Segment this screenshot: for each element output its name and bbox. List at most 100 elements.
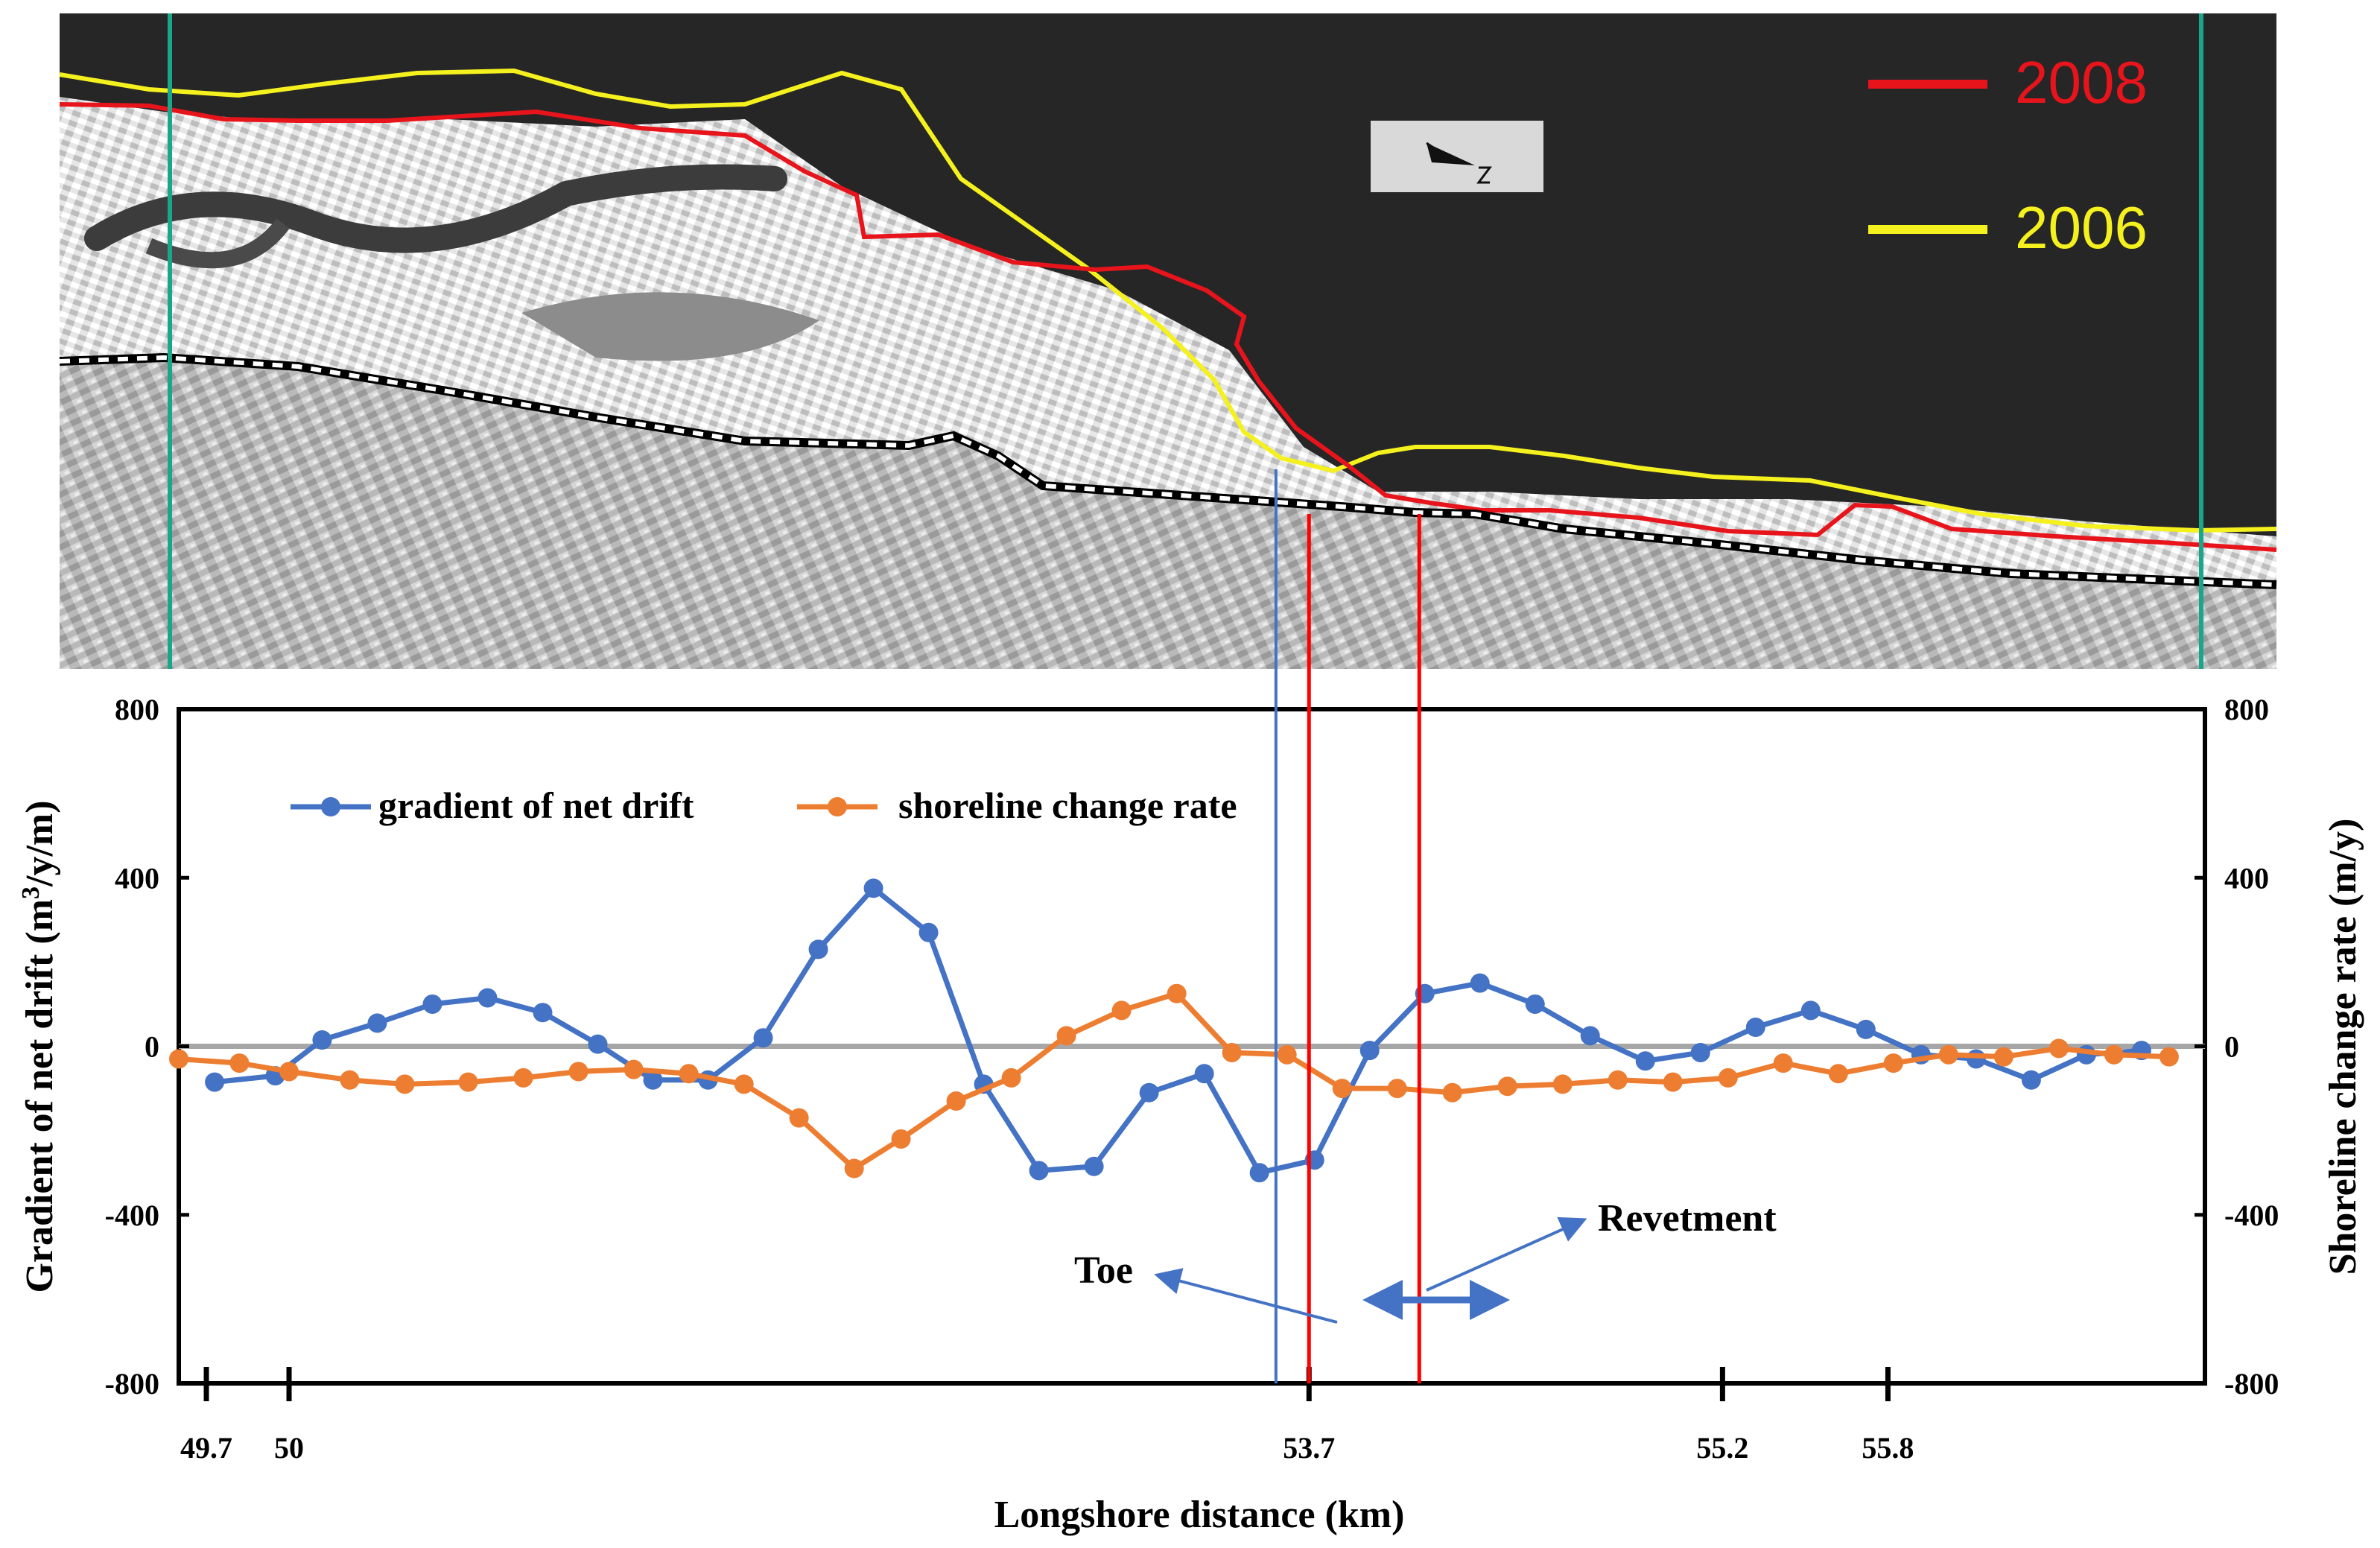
shoreline-point (395, 1074, 415, 1094)
drift-point (753, 1028, 773, 1048)
y-right-tick-label: 800 (2224, 693, 2269, 726)
inland-patch (521, 292, 819, 361)
legend-2006-label: 2006 (2015, 194, 2148, 261)
shoreline-point (946, 1091, 966, 1111)
shoreline-point (1222, 1042, 1242, 1062)
y-axis-left-label: Gradient of net drift (m3/y/m) (17, 800, 61, 1292)
y-axis-left: 800 400 0 -400 -800 (105, 693, 189, 1401)
annotations: Toe Revetment (1074, 1197, 1777, 1324)
satellite-map: 2008 2006 (59, 13, 2277, 669)
drift-point (1580, 1026, 1600, 1046)
x-tick-label: 55.8 (1862, 1431, 1914, 1465)
drift-point (1084, 1156, 1104, 1176)
shoreline-point (789, 1108, 809, 1128)
drift-point (1745, 1018, 1765, 1038)
north-arrow-icon (1371, 121, 1543, 192)
y-right-tick-label: 400 (2224, 861, 2269, 895)
y-left-tick-label: 400 (115, 861, 159, 895)
chart-panel: 800 400 0 -400 -800 800 400 0 -400 -800 49.7 50 53… (17, 693, 2364, 1536)
drift-point (2021, 1070, 2041, 1090)
shoreline-point (1993, 1047, 2014, 1067)
shoreline-point (1938, 1044, 1958, 1065)
y-right-tick-label: -800 (2224, 1367, 2279, 1401)
legend-shore-marker (828, 797, 847, 816)
x-tick-label: 50 (274, 1431, 304, 1465)
shoreline-point (1828, 1064, 1848, 1084)
shoreline-point (1552, 1074, 1573, 1094)
shoreline-point (1497, 1076, 1517, 1097)
map-legend: 2008 2006 (1868, 49, 2148, 261)
shoreline-point (1167, 983, 1187, 1003)
drift-point (1470, 973, 1490, 993)
drift-point (533, 1003, 553, 1023)
vertical-markers (1274, 469, 1421, 1383)
drift-point (1249, 1163, 1269, 1183)
shoreline-point (2049, 1038, 2069, 1059)
drift-point (918, 922, 939, 942)
shoreline-point (734, 1074, 754, 1094)
shoreline-point (279, 1062, 299, 1082)
shoreline-point (2159, 1047, 2179, 1067)
drift-point (1690, 1042, 1710, 1062)
shoreline-point (1001, 1068, 1021, 1088)
drift-point (808, 939, 828, 959)
toe-label: Toe (1074, 1249, 1133, 1292)
shoreline-point (340, 1070, 360, 1090)
drift-point (1966, 1049, 1986, 1069)
drift-point (588, 1034, 608, 1054)
shoreline-point (1608, 1070, 1628, 1090)
baseline-inner (59, 355, 2277, 587)
drift-point (205, 1072, 225, 1092)
chart-legend: gradient of net drift shoreline change r… (291, 784, 1237, 826)
shoreline-2008 (59, 102, 2277, 552)
shoreline-point (568, 1062, 588, 1082)
shoreline-2006 (59, 68, 2277, 533)
shoreline-point (623, 1059, 644, 1079)
shoreline-point (458, 1072, 478, 1092)
shoreline-point (1277, 1044, 1297, 1065)
shoreline-point (1111, 1000, 1132, 1021)
y-left-tick-label: 0 (145, 1030, 159, 1064)
land-area (60, 356, 2276, 669)
shoreline-point (1663, 1072, 1683, 1092)
shoreline-point (229, 1053, 250, 1073)
drift-point (1800, 1000, 1821, 1021)
drift-point (422, 994, 442, 1014)
inland-channel (84, 164, 787, 253)
y-left-tick-label: -800 (105, 1367, 159, 1401)
legend-2008-label: 2008 (2015, 49, 2148, 115)
drift-point (1635, 1051, 1655, 1071)
shoreline-point (2104, 1044, 2124, 1065)
drift-point (312, 1030, 332, 1050)
beach-area (60, 97, 2276, 585)
drift-point (1359, 1041, 1380, 1061)
shoreline-point (1332, 1079, 1352, 1099)
shoreline-point (891, 1129, 911, 1149)
shoreline-point (513, 1068, 533, 1088)
drift-point (477, 988, 498, 1008)
drift-point (1029, 1161, 1049, 1181)
y-axis-left-label-tail: /y/m) (19, 800, 61, 887)
toe-arrow (1154, 1268, 1338, 1324)
y-axis-right: 800 400 0 -400 -800 (2195, 693, 2279, 1401)
y-right-tick-label: -400 (2224, 1199, 2279, 1232)
y-axis-left-label-main: Gradient of net drift (m (19, 899, 61, 1293)
revetment-arrow (1426, 1216, 1587, 1292)
drift-point (1139, 1082, 1159, 1103)
y-axis-right-label: Shoreline change rate (m/y) (2322, 819, 2364, 1275)
shoreline-point (844, 1158, 864, 1179)
x-tick-label: 53.7 (1283, 1431, 1335, 1465)
shoreline-point (1883, 1053, 1903, 1073)
shoreline-point (1056, 1026, 1076, 1046)
x-axis: 49.7 50 53.7 55.2 55.8 (180, 1367, 1914, 1465)
x-axis-label: Longshore distance (km) (994, 1494, 1405, 1536)
shoreline-point (1773, 1053, 1793, 1073)
y-axis-left-label-sup: 3 (17, 886, 45, 899)
y-left-tick-label: -400 (105, 1199, 159, 1232)
drift-point (863, 878, 883, 898)
drift-point (643, 1070, 663, 1090)
shoreline-point (1442, 1082, 1462, 1103)
y-right-tick-label: 0 (2224, 1030, 2239, 1064)
revetment-label: Revetment (1598, 1197, 1777, 1240)
